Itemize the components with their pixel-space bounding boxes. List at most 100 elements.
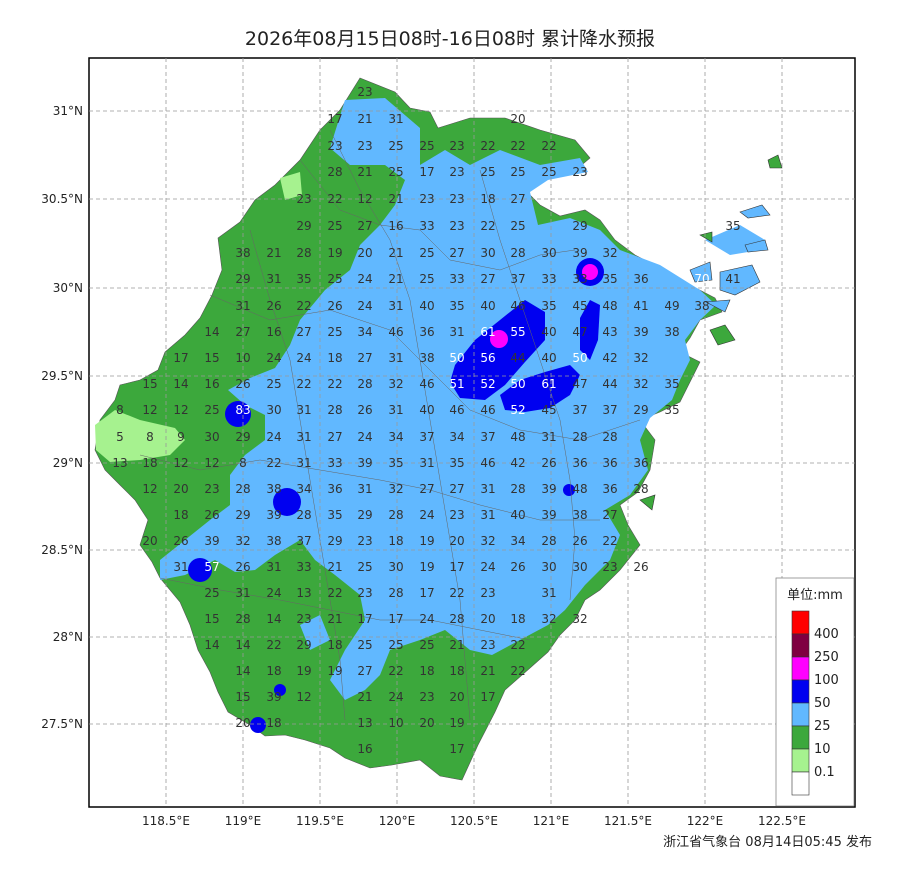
station-value: 31 bbox=[296, 456, 311, 470]
station-value: 14 bbox=[235, 664, 250, 678]
rain-25-50-area-south bbox=[300, 615, 330, 650]
station-value: 28 bbox=[449, 612, 464, 626]
station-value: 44 bbox=[602, 377, 617, 391]
station-value: 46 bbox=[388, 325, 403, 339]
station-value: 28 bbox=[572, 430, 587, 444]
station-value: 28 bbox=[327, 165, 342, 179]
station-value: 21 bbox=[449, 638, 464, 652]
station-value: 28 bbox=[388, 508, 403, 522]
station-value: 22 bbox=[327, 192, 342, 206]
rain-25-50-area bbox=[160, 98, 716, 700]
station-value: 31 bbox=[388, 403, 403, 417]
station-value: 33 bbox=[541, 272, 556, 286]
lon-labels: 118.5°E 119°E 119.5°E 120°E 120.5°E 121°… bbox=[142, 814, 806, 828]
station-value: 22 bbox=[327, 586, 342, 600]
station-value: 12 bbox=[173, 403, 188, 417]
station-value: 23 bbox=[449, 219, 464, 233]
station-value: 17 bbox=[480, 690, 495, 704]
station-value: 23 bbox=[327, 139, 342, 153]
legend: 单位:mm 400 250 100 50 25 10 0.1 bbox=[775, 577, 855, 807]
station-value: 31 bbox=[388, 299, 403, 313]
station-value: 37 bbox=[480, 430, 495, 444]
station-value: 8 bbox=[116, 403, 124, 417]
station-value: 51 bbox=[449, 377, 464, 391]
footer-issuer: 浙江省气象台 08月14日05:45 发布 bbox=[663, 835, 872, 850]
station-value: 23 bbox=[449, 508, 464, 522]
station-value: 25 bbox=[419, 139, 434, 153]
station-value: 39 bbox=[266, 690, 281, 704]
station-value: 19 bbox=[419, 534, 434, 548]
lat-label: 28.5°N bbox=[41, 543, 83, 557]
station-value: 27 bbox=[419, 482, 434, 496]
legend-swatch bbox=[791, 702, 810, 727]
station-value: 28 bbox=[541, 534, 556, 548]
station-value: 61 bbox=[480, 325, 495, 339]
station-value: 25 bbox=[204, 403, 219, 417]
station-value: 32 bbox=[388, 482, 403, 496]
station-value: 21 bbox=[357, 112, 372, 126]
station-value: 38 bbox=[694, 299, 709, 313]
rain-50-100-area-s1 bbox=[274, 684, 286, 696]
legend-swatch bbox=[791, 633, 810, 658]
islands-green bbox=[639, 154, 783, 511]
legend-label: 400 bbox=[814, 627, 839, 642]
station-value: 34 bbox=[357, 325, 372, 339]
station-value: 46 bbox=[480, 456, 495, 470]
station-values: 23 17 21 31 20 23 23 25 25 23 22 22 22 28 21 25 17 23 25 25… bbox=[112, 85, 740, 756]
light-rain-area bbox=[95, 410, 185, 462]
station-value: 13 bbox=[296, 586, 311, 600]
station-value: 14 bbox=[204, 325, 219, 339]
lon-label: 121°E bbox=[533, 814, 570, 828]
station-value: 25 bbox=[388, 638, 403, 652]
station-value: 21 bbox=[480, 664, 495, 678]
station-value: 15 bbox=[204, 612, 219, 626]
station-value: 22 bbox=[602, 534, 617, 548]
station-value: 33 bbox=[327, 456, 342, 470]
station-value: 32 bbox=[480, 534, 495, 548]
rain-50-100-area-w3 bbox=[188, 558, 212, 582]
station-value: 27 bbox=[357, 351, 372, 365]
rain-50-100-area-e bbox=[563, 484, 575, 496]
station-value: 17 bbox=[419, 165, 434, 179]
legend-swatch bbox=[791, 610, 810, 635]
station-value: 36 bbox=[327, 482, 342, 496]
legend-swatch bbox=[791, 656, 810, 681]
station-value: 35 bbox=[725, 219, 740, 233]
station-value: 25 bbox=[510, 165, 525, 179]
station-value: 23 bbox=[449, 192, 464, 206]
station-value: 26 bbox=[541, 456, 556, 470]
station-value: 25 bbox=[327, 219, 342, 233]
station-value: 28 bbox=[602, 430, 617, 444]
station-value: 33 bbox=[296, 560, 311, 574]
legend-swatch bbox=[791, 748, 810, 773]
station-value: 39 bbox=[357, 456, 372, 470]
station-value: 22 bbox=[480, 219, 495, 233]
station-value: 22 bbox=[327, 377, 342, 391]
station-value: 22 bbox=[510, 664, 525, 678]
lat-label: 27.5°N bbox=[41, 717, 83, 731]
station-value: 31 bbox=[449, 325, 464, 339]
station-value: 70 bbox=[694, 272, 709, 286]
station-value: 8 bbox=[146, 430, 154, 444]
station-value: 38 bbox=[572, 508, 587, 522]
station-value: 44 bbox=[510, 351, 525, 365]
station-value: 26 bbox=[633, 560, 648, 574]
station-value: 35 bbox=[388, 456, 403, 470]
station-value: 22 bbox=[510, 139, 525, 153]
station-value: 39 bbox=[572, 246, 587, 260]
station-value: 25 bbox=[510, 219, 525, 233]
station-value: 21 bbox=[266, 246, 281, 260]
station-value: 52 bbox=[480, 377, 495, 391]
station-value: 29 bbox=[296, 638, 311, 652]
station-value: 33 bbox=[419, 219, 434, 233]
station-value: 17 bbox=[449, 560, 464, 574]
station-value: 23 bbox=[449, 139, 464, 153]
station-value: 27 bbox=[449, 246, 464, 260]
rain-100-250-area-1 bbox=[490, 330, 508, 348]
station-value: 14 bbox=[173, 377, 188, 391]
legend-label: 10 bbox=[814, 742, 831, 757]
station-value: 35 bbox=[449, 456, 464, 470]
station-value: 34 bbox=[510, 534, 525, 548]
station-value: 21 bbox=[388, 246, 403, 260]
station-value: 29 bbox=[633, 403, 648, 417]
